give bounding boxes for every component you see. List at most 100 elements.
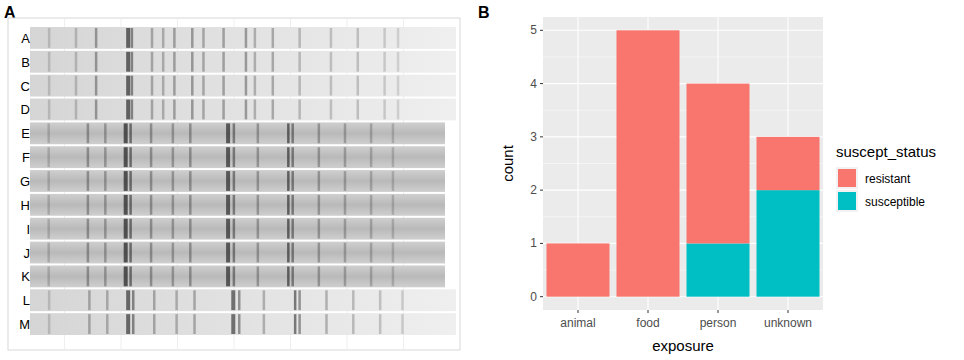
gel-band <box>48 76 51 96</box>
gel-band <box>287 147 290 167</box>
gel-lane <box>30 146 445 168</box>
gel-band <box>370 219 373 239</box>
gel-band <box>254 28 257 48</box>
gel-band <box>257 195 260 215</box>
gel-band <box>392 195 395 215</box>
gel-band <box>129 123 132 143</box>
lane-label: A <box>21 31 30 46</box>
gel-band <box>75 100 78 120</box>
lane-label: M <box>19 317 30 332</box>
gel-band <box>401 314 404 334</box>
tick <box>540 243 543 244</box>
gel-band <box>47 123 50 143</box>
lane-label: K <box>21 269 30 284</box>
gel-lane <box>30 51 456 73</box>
gel-band <box>191 52 194 72</box>
gel-band <box>245 100 248 120</box>
gel-band <box>294 290 297 310</box>
gel-band <box>153 290 156 310</box>
gel-lane-strip <box>30 122 445 144</box>
gel-band <box>162 28 165 48</box>
gel-band <box>124 243 128 263</box>
lane-label: F <box>22 150 30 165</box>
gel-band <box>172 219 175 239</box>
legend-label: susceptible <box>865 195 925 209</box>
gel-band <box>226 171 230 191</box>
gel-band <box>233 243 236 263</box>
gel-band <box>397 52 400 72</box>
gel-band <box>222 76 225 96</box>
gel-band <box>175 290 178 310</box>
gel-band <box>189 195 192 215</box>
gel-band <box>202 76 205 96</box>
gel-band <box>291 147 294 167</box>
gel-band <box>233 195 236 215</box>
gel-band <box>202 100 205 120</box>
gel-band <box>233 171 236 191</box>
minor-grid-line <box>543 56 823 57</box>
gel-band <box>191 100 194 120</box>
gel-band <box>151 28 154 48</box>
gel-lane <box>30 289 456 311</box>
gel-band <box>272 100 275 120</box>
plot-background <box>543 17 823 310</box>
gel-band <box>126 100 130 120</box>
gel-band <box>104 147 107 167</box>
gel-lane-strip <box>30 170 445 192</box>
gel-band <box>257 243 260 263</box>
gel-lane-strip <box>30 313 456 335</box>
gel-band <box>129 243 132 263</box>
gel-band <box>344 219 347 239</box>
gel-band <box>150 147 153 167</box>
gel-band <box>150 243 153 263</box>
gel-band <box>172 171 175 191</box>
gel-band <box>226 123 230 143</box>
gel-band <box>370 243 373 263</box>
gel-band <box>193 314 196 334</box>
gel-lane <box>30 99 456 121</box>
gel-band <box>129 219 132 239</box>
gel-band <box>392 123 395 143</box>
lane-label: C <box>21 79 30 94</box>
lane-label: H <box>21 198 30 213</box>
legend-title: suscept_status <box>836 143 936 160</box>
gel-band <box>254 76 257 96</box>
gel-band <box>238 290 241 310</box>
gel-band <box>383 28 386 48</box>
gel-band <box>344 266 347 286</box>
gel-lane <box>30 194 445 216</box>
gel-band <box>48 290 51 310</box>
legend-key-bg <box>836 190 858 212</box>
gel-band <box>124 123 128 143</box>
gel-band <box>172 243 175 263</box>
gel-band <box>238 314 241 334</box>
gel-band <box>191 28 194 48</box>
gel-band <box>106 290 109 310</box>
gel-band <box>173 76 176 96</box>
gel-band <box>254 52 257 72</box>
bar <box>757 137 820 190</box>
gel-band <box>298 76 301 96</box>
gel-band <box>291 243 294 263</box>
tick <box>718 310 719 313</box>
gel-band <box>392 219 395 239</box>
gel-band <box>392 266 395 286</box>
gel-band <box>291 171 294 191</box>
gel-band <box>222 52 225 72</box>
gel-band <box>298 100 301 120</box>
gel-band <box>226 147 230 167</box>
legend-key <box>838 169 856 187</box>
gel-band <box>173 100 176 120</box>
gel-band <box>150 219 153 239</box>
gel-band <box>47 195 50 215</box>
legend-entry: susceptible <box>836 190 925 212</box>
gel-band <box>222 28 225 48</box>
tick-label: 0 <box>530 290 537 304</box>
gel-band <box>298 290 301 310</box>
tick-label: animal <box>560 316 595 330</box>
gel-lane <box>30 242 445 264</box>
gel-band <box>87 123 90 143</box>
gel-band <box>48 52 51 72</box>
legend-label: resistant <box>865 172 911 186</box>
gel-band <box>318 147 321 167</box>
